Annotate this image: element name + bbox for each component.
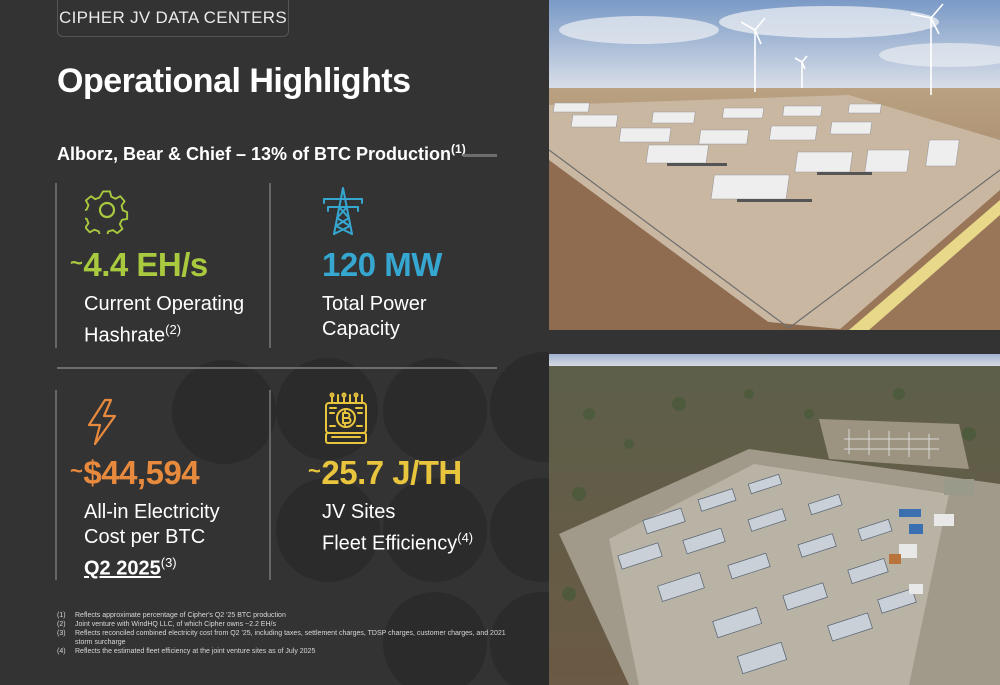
metric-fleet-efficiency: ~25.7 J/TH: [308, 454, 462, 492]
approx-symbol: ~: [70, 458, 83, 483]
bg-circle: [276, 478, 380, 582]
subtitle-text: Alborz, Bear & Chief – 13% of BTC Produc…: [57, 144, 452, 164]
footnote-number: (4): [57, 648, 66, 655]
bg-circle: [383, 358, 487, 462]
footnote-number: (1): [57, 612, 66, 619]
bitcoin-chip-icon: [322, 391, 370, 452]
footnote-ref: (1): [451, 142, 466, 156]
divider: [269, 390, 271, 580]
footnote-number: (2): [57, 621, 66, 628]
footnote-text: Reflects approximate percentage of Ciphe…: [75, 612, 286, 619]
footnote-text: Reflects the estimated fleet efficiency …: [75, 648, 316, 655]
bg-circle: [383, 592, 487, 685]
metric-value: 4.4 EH/s: [83, 246, 208, 283]
footnote-text: Reflects reconciled combined electricity…: [75, 630, 506, 646]
power-tower-icon: [322, 186, 364, 241]
metric-value: $44,594: [83, 454, 200, 491]
subtitle-divider: [463, 154, 497, 157]
divider: [269, 183, 271, 348]
approx-symbol: ~: [70, 250, 83, 275]
metric-label: JV Sites Fleet Efficiency(4): [322, 500, 473, 557]
page-title: Operational Highlights: [57, 62, 411, 100]
metric-label: Current Operating Hashrate(2): [84, 292, 244, 349]
subtitle: Alborz, Bear & Chief – 13% of BTC Produc…: [57, 142, 466, 165]
metric-label: Total Power Capacity: [322, 292, 427, 342]
label-line: Fleet Efficiency: [322, 532, 458, 555]
label-line: Cost per BTC: [84, 526, 206, 548]
footnote-text: Joint venture with WindHQ LLC, of which …: [75, 621, 276, 628]
data-center-photo-substation: [549, 354, 1000, 685]
footnote-item: (3) Reflects reconciled combined electric…: [57, 629, 507, 647]
approx-symbol: ~: [308, 458, 321, 483]
metric-value: 120 MW: [322, 246, 442, 283]
photo-gap: [549, 330, 1000, 354]
bg-circle: [172, 360, 276, 464]
label-line: Hashrate: [84, 324, 166, 347]
footnote-item: (2) Joint venture with WindHQ LLC, of whi…: [57, 620, 507, 629]
label-line: Total Power: [322, 293, 427, 315]
footnote-ref: (4): [457, 530, 474, 545]
metric-hashrate: ~4.4 EH/s: [70, 246, 208, 284]
label-line: Capacity: [322, 318, 400, 340]
gear-icon: [81, 188, 129, 239]
divider: [55, 183, 57, 348]
divider: [57, 367, 497, 369]
footnote-item: (1) Reflects approximate percentage of Ci…: [57, 611, 507, 620]
bg-circle: [383, 478, 487, 582]
period-label: Q2 2025: [84, 557, 161, 580]
section-tag: CIPHER JV DATA CENTERS: [57, 0, 289, 37]
label-line: Current Operating: [84, 293, 245, 315]
footnote-ref: (2): [165, 322, 182, 337]
metric-value: 25.7 J/TH: [321, 454, 462, 491]
label-line: All-in Electricity: [84, 501, 220, 523]
footnotes: (1) Reflects approximate percentage of Ci…: [57, 611, 507, 656]
metric-label: All-in Electricity Cost per BTC Q2 2025(…: [84, 500, 220, 582]
metric-power: 120 MW: [322, 246, 442, 284]
footnote-ref: (3): [160, 555, 177, 570]
content-panel: CIPHER JV DATA CENTERS Operational Highl…: [55, 0, 549, 685]
lightning-icon: [85, 398, 119, 451]
metric-electricity-cost: ~$44,594: [70, 454, 200, 492]
bg-circle: [490, 478, 549, 582]
footnote-item: (4) Reflects the estimated fleet efficien…: [57, 647, 507, 656]
footnote-number: (3): [57, 630, 66, 637]
label-line: JV Sites: [322, 501, 396, 523]
divider: [55, 390, 57, 580]
bg-circle: [490, 352, 549, 462]
data-center-photo-wind: [549, 0, 1000, 330]
